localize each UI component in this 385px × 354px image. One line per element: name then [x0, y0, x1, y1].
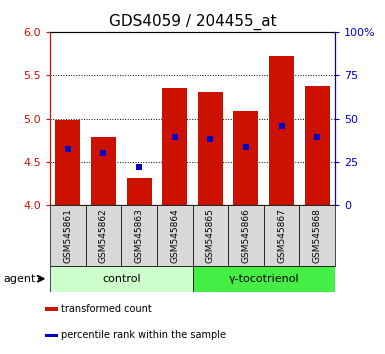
Bar [264, 205, 300, 266]
Text: percentile rank within the sample: percentile rank within the sample [61, 330, 226, 341]
Bar [162, 88, 187, 205]
Bar [55, 120, 80, 205]
Bar [269, 56, 294, 205]
Bar [300, 205, 335, 266]
Text: GDS4059 / 204455_at: GDS4059 / 204455_at [109, 14, 276, 30]
Text: GSM545866: GSM545866 [241, 208, 250, 263]
Text: GSM545864: GSM545864 [170, 208, 179, 263]
Text: GSM545868: GSM545868 [313, 208, 321, 263]
Text: GSM545865: GSM545865 [206, 208, 215, 263]
Text: control: control [102, 274, 141, 284]
Bar [228, 205, 264, 266]
Bar [50, 205, 85, 266]
Text: agent: agent [4, 274, 36, 284]
Bar [45, 307, 59, 311]
Bar [121, 205, 157, 266]
Bar [192, 266, 335, 292]
Bar [192, 205, 228, 266]
Bar [233, 111, 258, 205]
Bar [85, 205, 121, 266]
Text: GSM545861: GSM545861 [64, 208, 72, 263]
Bar [305, 86, 330, 205]
Text: γ-tocotrienol: γ-tocotrienol [228, 274, 299, 284]
Bar [157, 205, 192, 266]
Bar [127, 178, 152, 205]
Bar [50, 266, 192, 292]
Bar [45, 333, 59, 337]
Bar [91, 137, 116, 205]
Text: GSM545862: GSM545862 [99, 208, 108, 263]
Text: GSM545867: GSM545867 [277, 208, 286, 263]
Text: GSM545863: GSM545863 [135, 208, 144, 263]
Bar [198, 92, 223, 205]
Text: transformed count: transformed count [61, 304, 152, 314]
